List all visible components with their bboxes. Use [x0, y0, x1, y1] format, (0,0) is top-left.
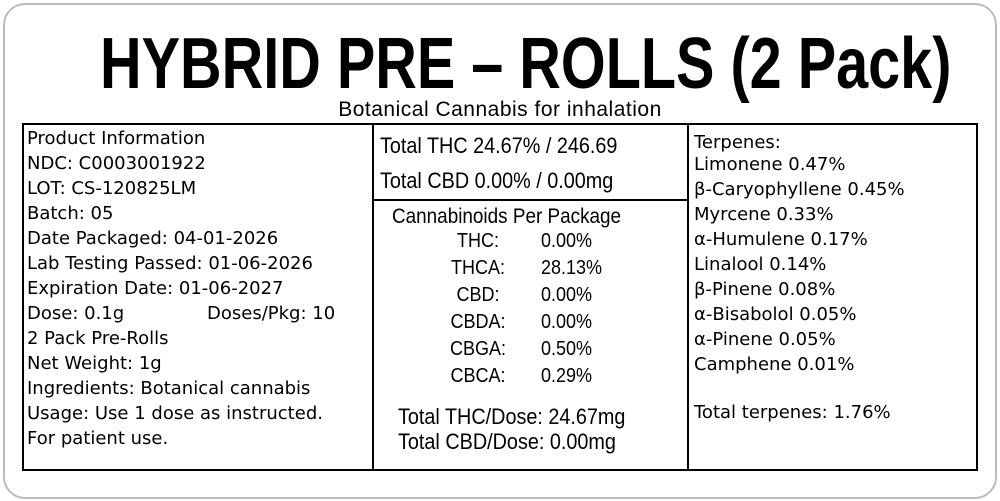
info-line: LOT: CS-120825LM: [27, 178, 197, 199]
info-line: NDC: C0003001922: [27, 153, 206, 174]
total-thc: Total THC 24.67% / 246.69: [380, 133, 618, 158]
total-cbd: Total CBD 0.00% / 0.00mg: [380, 168, 614, 193]
info-line: Expiration Date: 01-06-2027: [27, 278, 284, 299]
cannabinoid-value: 0.00%: [541, 311, 593, 333]
info-line: Usage: Use 1 dose as instructed.: [27, 403, 323, 424]
terpene: β-Caryophyllene 0.45%: [694, 179, 905, 200]
frame: [3, 3, 997, 499]
terpene: Linalool 0.14%: [694, 254, 827, 275]
doses-per-pkg: Doses/Pkg: 10: [207, 303, 336, 324]
terpene: Myrcene 0.33%: [694, 204, 834, 225]
info-line: 2 Pack Pre-Rolls: [27, 328, 169, 349]
divider: [372, 199, 688, 201]
subtitle: Botanical Cannabis for inhalation: [338, 98, 662, 121]
info-line: Net Weight: 1g: [27, 353, 162, 374]
info-line: Product Information: [27, 128, 206, 149]
terpene: α-Bisabolol 0.05%: [694, 304, 857, 325]
info-line: For patient use.: [27, 428, 169, 449]
thc-per-dose: Total THC/Dose: 24.67mg: [398, 404, 626, 429]
cannabinoids-title: Cannabinoids Per Package: [392, 205, 622, 228]
cannabinoid-name: CBDA:: [450, 311, 506, 333]
cannabinoid-name: CBCA:: [450, 365, 506, 387]
terpene: α-Pinene 0.05%: [694, 329, 836, 350]
cannabinoid-value: 0.00%: [541, 230, 593, 252]
dose: Dose: 0.1g: [27, 303, 125, 324]
cannabinoid-name: CBD:: [456, 284, 500, 306]
divider: [687, 123, 689, 471]
terpenes-total: Total terpenes: 1.76%: [694, 402, 891, 423]
terpene: Limonene 0.47%: [694, 154, 846, 175]
terpene: Camphene 0.01%: [694, 354, 855, 375]
terpene: β-Pinene 0.08%: [694, 279, 836, 300]
cannabinoid-value: 28.13%: [541, 257, 603, 279]
cannabinoid-name: THCA:: [451, 257, 505, 279]
divider: [372, 123, 374, 471]
cannabinoid-value: 0.29%: [541, 365, 593, 387]
info-line: Date Packaged: 04-01-2026: [27, 228, 279, 249]
cannabinoid-name: CBGA:: [449, 338, 507, 360]
cannabinoid-name: THC:: [456, 230, 500, 252]
cbd-per-dose: Total CBD/Dose: 0.00mg: [398, 429, 616, 454]
terpenes-title: Terpenes:: [694, 132, 781, 153]
info-line: Batch: 05: [27, 203, 114, 224]
info-line: Lab Testing Passed: 01-06-2026: [27, 253, 313, 274]
cannabinoid-value: 0.00%: [541, 284, 593, 306]
info-line: Ingredients: Botanical cannabis: [27, 378, 311, 399]
cannabinoid-value: 0.50%: [541, 338, 593, 360]
title: HYBRID PRE – ROLLS (2 Pack): [100, 24, 952, 104]
terpene: α-Humulene 0.17%: [694, 229, 868, 250]
info-box: [22, 123, 978, 471]
